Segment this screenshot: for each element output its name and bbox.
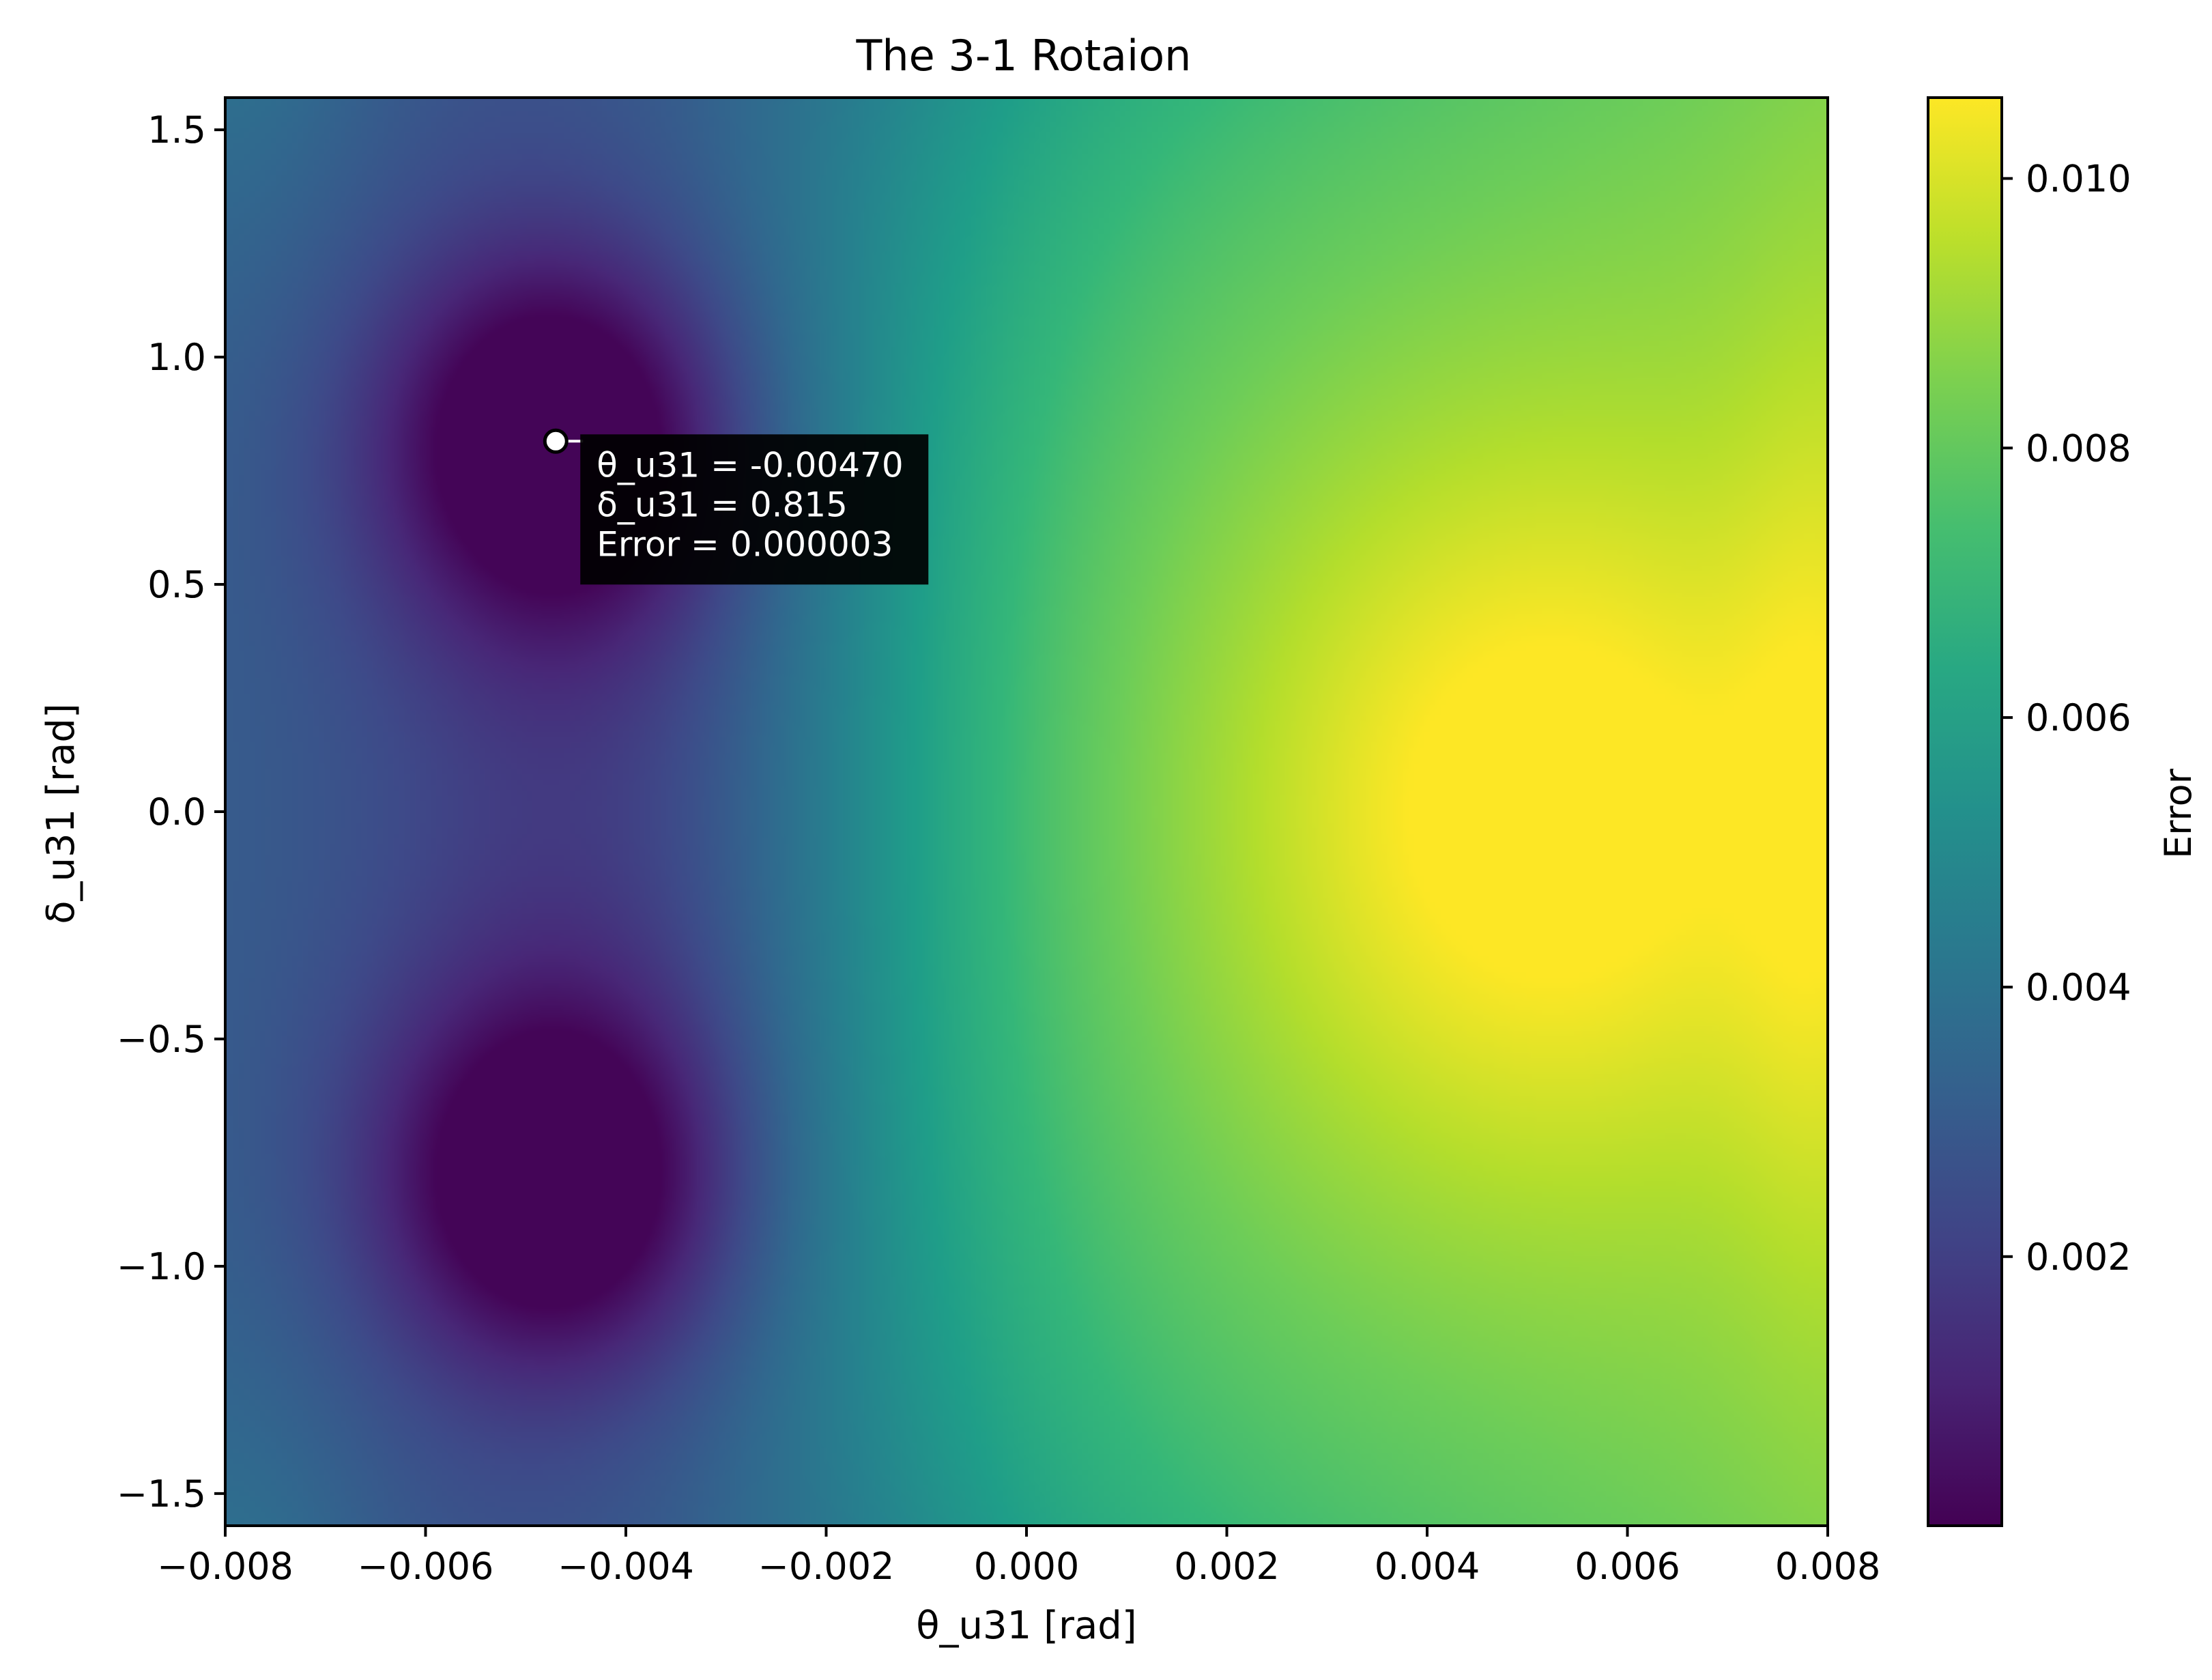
y-tick-label: −1.0 [117, 1245, 206, 1288]
x-tick-label: 0.004 [1375, 1545, 1480, 1588]
plot-area [224, 96, 1829, 1527]
colorbar-tick-label: 0.002 [2026, 1236, 2131, 1279]
annotation-line-delta: δ_u31 = 0.815 [597, 485, 848, 524]
x-tick-label: −0.008 [157, 1545, 293, 1588]
chart-title: The 3-1 Rotaion [856, 31, 1192, 81]
colorbar: 0.010 0.008 0.006 0.004 0.002 Error [1927, 96, 2200, 1527]
y-axis-label: δ_u31 [rad] [39, 703, 83, 924]
heatmap-image [225, 98, 1828, 1526]
y-tick-label: −1.5 [117, 1472, 206, 1515]
x-axis-label: θ_u31 [rad] [916, 1604, 1136, 1648]
x-tick-label: 0.002 [1174, 1545, 1280, 1588]
x-tick-label: 0.008 [1775, 1545, 1881, 1588]
x-tick-label: −0.004 [558, 1545, 694, 1588]
annotation-line-error: Error = 0.000003 [597, 524, 893, 564]
y-tick-label: 0.5 [147, 563, 206, 606]
y-tick-label: −0.5 [117, 1018, 206, 1061]
x-tick-label: 0.000 [974, 1545, 1080, 1588]
x-axis: −0.008 −0.006 −0.004 −0.002 0.000 0.002 0.004 0… [157, 1526, 1880, 1588]
annotation: θ_u31 = -0.00470 δ_u31 = 0.815 Error = 0… [543, 428, 929, 585]
colorbar-ticks: 0.010 0.008 0.006 0.004 0.002 [2002, 157, 2131, 1279]
y-tick-label: 1.0 [147, 336, 206, 379]
minimum-marker [543, 428, 569, 454]
x-tick-label: −0.002 [758, 1545, 895, 1588]
y-tick-label: 1.5 [147, 109, 206, 152]
x-tick-label: 0.006 [1575, 1545, 1680, 1588]
colorbar-tick-label: 0.010 [2026, 157, 2131, 200]
annotation-box [580, 434, 929, 585]
colorbar-tick-label: 0.008 [2026, 427, 2131, 470]
colorbar-label: Error [2157, 768, 2200, 858]
y-axis: 1.5 1.0 0.5 0.0 −0.5 −1.0 −1.5 [117, 109, 225, 1515]
colorbar-fill [1927, 96, 2003, 1527]
x-tick-label: −0.006 [358, 1545, 494, 1588]
y-tick-label: 0.0 [147, 791, 206, 834]
annotation-line-theta: θ_u31 = -0.00470 [597, 445, 903, 485]
colorbar-tick-label: 0.006 [2026, 696, 2131, 739]
colorbar-tick-label: 0.004 [2026, 966, 2131, 1009]
